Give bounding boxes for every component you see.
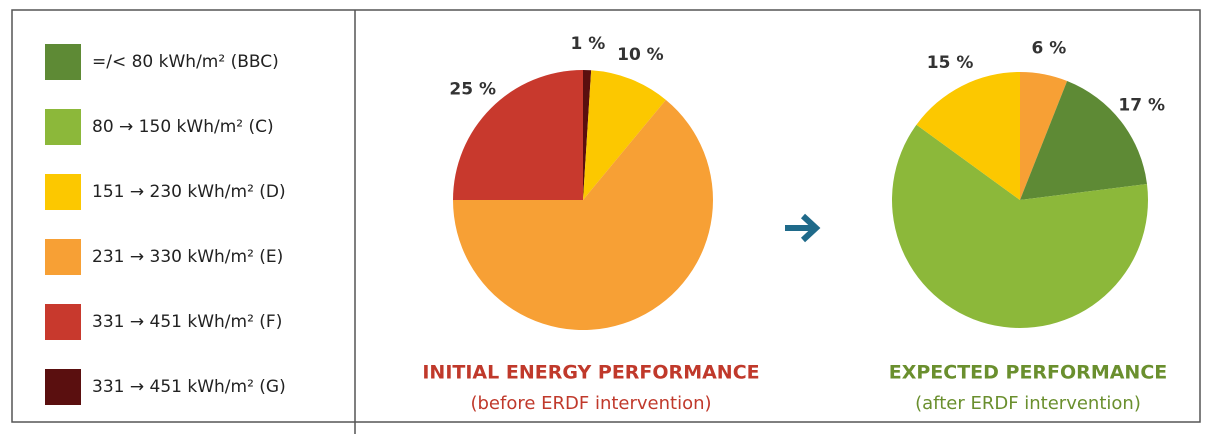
pie-slice bbox=[583, 70, 592, 200]
legend-label: =/< 80 kWh/m² (BBC) bbox=[92, 52, 279, 72]
pie-slice bbox=[916, 72, 1020, 200]
pie-slice bbox=[583, 70, 666, 200]
pie-slice bbox=[453, 99, 713, 330]
value-label: 1 % bbox=[571, 34, 606, 54]
chart-title: INITIAL ENERGY PERFORMANCE bbox=[422, 362, 759, 384]
legend-swatch bbox=[45, 369, 81, 405]
arrow bbox=[785, 213, 821, 243]
value-label: 15 % bbox=[927, 53, 974, 73]
legend-swatch bbox=[45, 174, 81, 210]
legend-label: 231 → 330 kWh/m² (E) bbox=[92, 247, 283, 267]
legend-label: 151 → 230 kWh/m² (D) bbox=[92, 182, 286, 202]
legend-label: 331 → 451 kWh/m² (F) bbox=[92, 312, 282, 332]
pie-slice bbox=[453, 70, 583, 200]
value-label: 17 % bbox=[1118, 96, 1165, 116]
legend-label: 331 → 451 kWh/m² (G) bbox=[92, 377, 286, 397]
legend-swatch bbox=[45, 239, 81, 275]
chart-subtitle: (after ERDF intervention) bbox=[915, 393, 1141, 414]
pie-slice bbox=[1020, 72, 1068, 200]
pie-slice bbox=[892, 124, 1149, 328]
legend-swatch bbox=[45, 304, 81, 340]
frame bbox=[11, 9, 1201, 423]
pie-slice bbox=[1020, 80, 1147, 200]
value-label: 25 % bbox=[449, 80, 496, 100]
value-label: 6 % bbox=[1031, 39, 1066, 59]
chart-title: EXPECTED PERFORMANCE bbox=[889, 362, 1168, 384]
legend-swatch bbox=[45, 109, 81, 145]
value-label: 10 % bbox=[617, 45, 664, 65]
legend-label: 80 → 150 kWh/m² (C) bbox=[92, 117, 274, 137]
chart-subtitle: (before ERDF intervention) bbox=[470, 393, 711, 414]
legend-swatch bbox=[45, 44, 81, 80]
